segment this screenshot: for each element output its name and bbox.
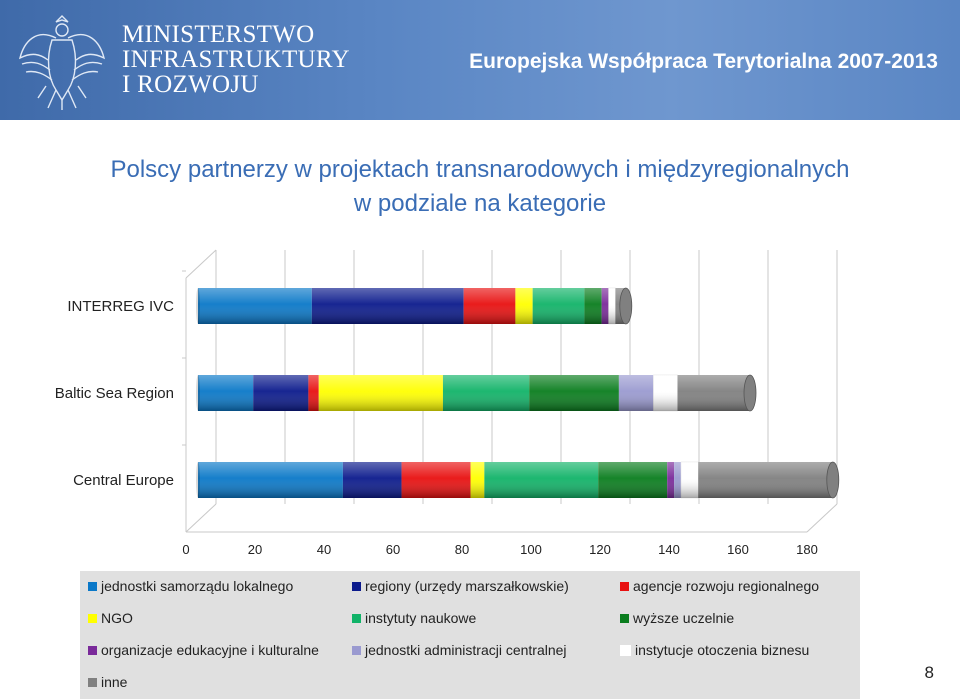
slide-title-line-2: w podziale na kategorie (353, 190, 607, 217)
legend-label: wyższe uczelnie (633, 610, 735, 626)
legend-label: instytuty naukowe (365, 610, 477, 626)
legend-item: jednostki samorządu lokalnego (88, 578, 293, 594)
polish-eagle-emblem-icon (18, 15, 106, 110)
page-number: 8 (924, 663, 934, 682)
bar-group (196, 461, 840, 499)
bar-group (196, 287, 633, 325)
axis-wall-top (185, 249, 217, 279)
category-label: Baltic Sea Region (55, 385, 174, 402)
legend-label: instytucje otoczenia biznesu (635, 642, 810, 658)
bar-shading (198, 462, 833, 498)
bar-shading (198, 375, 750, 411)
legend-swatch (352, 581, 361, 591)
ministry-line-1: MINISTERSTWO (122, 21, 315, 48)
ministry-line-3: I ROZWOJU (122, 71, 259, 98)
x-tick-label: 100 (520, 542, 542, 557)
x-tick-label: 140 (658, 542, 680, 557)
x-tick-label: 160 (727, 542, 749, 557)
legend-swatch (352, 613, 361, 623)
bar-end-cap (619, 287, 633, 325)
x-tick-label: 60 (386, 542, 400, 557)
bar-end-cap (743, 374, 757, 412)
legend-item: regiony (urzędy marszałkowskie) (352, 578, 569, 594)
stacked-bar-chart: 0 20 40 60 80 100 120 140 160 180 INTERREG IVC Balt… (55, 249, 840, 557)
legend-item: organizacje edukacyjne i kulturalne (88, 642, 319, 658)
legend-label: jednostki administracji centralnej (365, 642, 567, 658)
legend-item: instytucje otoczenia biznesu (620, 642, 809, 658)
bar-group (196, 374, 757, 412)
bar-start-cap (196, 288, 200, 324)
bar-start-cap (196, 462, 200, 498)
legend-label: NGO (101, 610, 133, 626)
legend-label: agencje rozwoju regionalnego (633, 578, 820, 594)
x-tick-label: 180 (796, 542, 818, 557)
legend-item: instytuty naukowe (352, 610, 476, 626)
legend-item: NGO (88, 610, 133, 626)
legend-item: wyższe uczelnie (620, 610, 734, 626)
floor-left (185, 503, 217, 533)
floor-right (806, 503, 838, 533)
category-label: INTERREG IVC (67, 298, 174, 315)
legend-label: regiony (urzędy marszałkowskie) (365, 578, 569, 594)
ministry-line-2: INFRASTRUKTURY (122, 46, 350, 73)
legend-label: jednostki samorządu lokalnego (101, 578, 294, 594)
legend-swatch (88, 613, 97, 623)
legend-swatch (88, 645, 97, 655)
category-label: Central Europe (73, 472, 174, 489)
bar-shading (198, 288, 626, 324)
legend-swatch (88, 677, 97, 687)
bar-end-cap (826, 461, 840, 499)
legend-swatch (620, 613, 629, 623)
legend-item: agencje rozwoju regionalnego (620, 578, 819, 594)
legend-swatch (88, 581, 97, 591)
x-tick-label: 0 (182, 542, 189, 557)
legend-item: inne (88, 674, 127, 690)
legend-swatch (620, 581, 629, 591)
legend-swatch (620, 644, 631, 656)
legend-label: organizacje edukacyjne i kulturalne (101, 642, 319, 658)
bar-start-cap (196, 375, 200, 411)
chart-legend: jednostki samorządu lokalnego regiony (ur… (80, 571, 860, 699)
program-title: Europejska Współpraca Terytorialna 2007-… (469, 50, 938, 73)
ministry-name: MINISTERSTWO INFRASTRUKTURY I ROZWOJU (122, 22, 350, 97)
x-tick-label: 40 (317, 542, 331, 557)
x-tick-label: 120 (589, 542, 611, 557)
x-tick-label: 80 (455, 542, 469, 557)
legend-item: jednostki administracji centralnej (352, 642, 567, 658)
legend-label: inne (101, 674, 128, 690)
header-banner: MINISTERSTWO INFRASTRUKTURY I ROZWOJU Eu… (0, 0, 960, 120)
slide-title-line-1: Polscy partnerzy w projektach transnarod… (110, 156, 850, 183)
legend-swatch (352, 645, 361, 655)
x-tick-label: 20 (248, 542, 262, 557)
